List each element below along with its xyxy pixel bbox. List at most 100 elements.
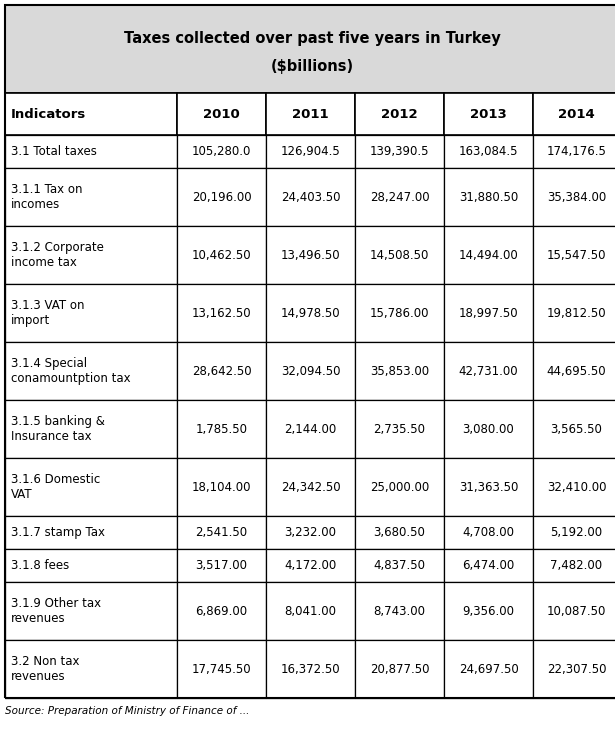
- Bar: [5, 400, 177, 458]
- Bar: [355, 640, 444, 698]
- Text: 4,172.00: 4,172.00: [284, 559, 336, 572]
- Text: 3.1.5 banking &
Insurance tax: 3.1.5 banking & Insurance tax: [11, 415, 105, 443]
- Bar: [266, 342, 355, 400]
- Bar: [355, 582, 444, 640]
- Text: 28,642.50: 28,642.50: [192, 364, 252, 378]
- Bar: [444, 342, 533, 400]
- Bar: [177, 549, 266, 582]
- Bar: [266, 516, 355, 549]
- Text: 16,372.50: 16,372.50: [280, 663, 340, 675]
- Text: Source: Preparation of Ministry of Finance of ...: Source: Preparation of Ministry of Finan…: [5, 706, 249, 715]
- Text: 139,390.5: 139,390.5: [370, 145, 429, 158]
- Bar: [355, 168, 444, 226]
- Bar: [355, 226, 444, 284]
- Bar: [266, 458, 355, 516]
- Text: 3,680.50: 3,680.50: [373, 526, 426, 539]
- Bar: [444, 582, 533, 640]
- Bar: [355, 516, 444, 549]
- Bar: [5, 640, 177, 698]
- Bar: [444, 458, 533, 516]
- Text: 32,410.00: 32,410.00: [547, 481, 606, 493]
- Bar: [533, 640, 615, 698]
- Text: 18,997.50: 18,997.50: [459, 306, 518, 320]
- Text: 105,280.0: 105,280.0: [192, 145, 251, 158]
- Bar: [177, 342, 266, 400]
- Text: 35,853.00: 35,853.00: [370, 364, 429, 378]
- Text: 22,307.50: 22,307.50: [547, 663, 606, 675]
- Text: 4,708.00: 4,708.00: [462, 526, 515, 539]
- Text: 2,735.50: 2,735.50: [373, 422, 426, 436]
- Bar: [5, 549, 177, 582]
- Bar: [444, 168, 533, 226]
- Bar: [444, 284, 533, 342]
- Text: 14,508.50: 14,508.50: [370, 249, 429, 261]
- Bar: [444, 640, 533, 698]
- Text: 13,162.50: 13,162.50: [192, 306, 252, 320]
- Text: 2,541.50: 2,541.50: [196, 526, 248, 539]
- Text: 6,869.00: 6,869.00: [196, 605, 248, 617]
- Text: 14,978.50: 14,978.50: [280, 306, 340, 320]
- Bar: [177, 226, 266, 284]
- Bar: [355, 342, 444, 400]
- Bar: [177, 135, 266, 168]
- Text: 8,743.00: 8,743.00: [373, 605, 426, 617]
- Text: 24,697.50: 24,697.50: [459, 663, 518, 675]
- Bar: [533, 93, 615, 135]
- Text: 31,363.50: 31,363.50: [459, 481, 518, 493]
- Bar: [5, 135, 177, 168]
- Bar: [266, 135, 355, 168]
- Bar: [266, 93, 355, 135]
- Text: ($billions): ($billions): [271, 59, 354, 74]
- Bar: [444, 226, 533, 284]
- Text: 2012: 2012: [381, 108, 418, 120]
- Bar: [355, 135, 444, 168]
- Bar: [177, 640, 266, 698]
- Text: 31,880.50: 31,880.50: [459, 191, 518, 203]
- Bar: [355, 284, 444, 342]
- Bar: [355, 458, 444, 516]
- Text: 10,462.50: 10,462.50: [192, 249, 252, 261]
- Text: 20,877.50: 20,877.50: [370, 663, 429, 675]
- Text: 126,904.5: 126,904.5: [280, 145, 340, 158]
- Text: 9,356.00: 9,356.00: [462, 605, 515, 617]
- Text: 5,192.00: 5,192.00: [550, 526, 603, 539]
- Text: 20,196.00: 20,196.00: [192, 191, 252, 203]
- Text: 15,547.50: 15,547.50: [547, 249, 606, 261]
- Text: 2011: 2011: [292, 108, 329, 120]
- Bar: [444, 516, 533, 549]
- Text: 3.1.8 fees: 3.1.8 fees: [11, 559, 69, 572]
- Bar: [177, 582, 266, 640]
- Text: 8,041.00: 8,041.00: [285, 605, 336, 617]
- Bar: [533, 226, 615, 284]
- Text: 32,094.50: 32,094.50: [281, 364, 340, 378]
- Text: 3,080.00: 3,080.00: [462, 422, 514, 436]
- Text: 3.2 Non tax
revenues: 3.2 Non tax revenues: [11, 655, 79, 683]
- Bar: [533, 582, 615, 640]
- Bar: [177, 284, 266, 342]
- Text: 15,786.00: 15,786.00: [370, 306, 429, 320]
- Text: 4,837.50: 4,837.50: [373, 559, 426, 572]
- Text: 3.1.1 Tax on
incomes: 3.1.1 Tax on incomes: [11, 183, 82, 211]
- Bar: [533, 284, 615, 342]
- Bar: [177, 516, 266, 549]
- Bar: [533, 400, 615, 458]
- Text: 2,144.00: 2,144.00: [284, 422, 336, 436]
- Text: 24,342.50: 24,342.50: [280, 481, 340, 493]
- Bar: [266, 284, 355, 342]
- Text: 28,247.00: 28,247.00: [370, 191, 429, 203]
- Text: 13,496.50: 13,496.50: [280, 249, 340, 261]
- Bar: [5, 342, 177, 400]
- Text: 174,176.5: 174,176.5: [547, 145, 606, 158]
- Text: Taxes collected over past five years in Turkey: Taxes collected over past five years in …: [124, 31, 501, 46]
- Text: 24,403.50: 24,403.50: [281, 191, 340, 203]
- Bar: [5, 458, 177, 516]
- Bar: [5, 5, 615, 93]
- Bar: [5, 93, 177, 135]
- Bar: [5, 582, 177, 640]
- Bar: [355, 93, 444, 135]
- Text: 3.1 Total taxes: 3.1 Total taxes: [11, 145, 97, 158]
- Bar: [177, 400, 266, 458]
- Text: 3.1.3 VAT on
import: 3.1.3 VAT on import: [11, 299, 84, 327]
- Text: 3.1.9 Other tax
revenues: 3.1.9 Other tax revenues: [11, 597, 101, 625]
- Bar: [444, 93, 533, 135]
